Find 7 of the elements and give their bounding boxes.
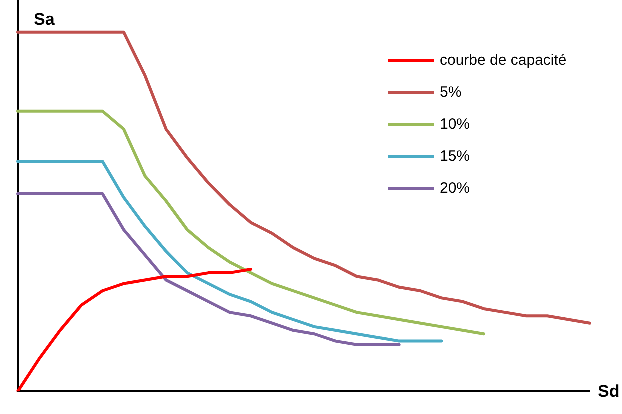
y-axis-title: Sa xyxy=(34,10,55,30)
x-axis-title: Sd xyxy=(598,382,620,402)
legend-label: 15% xyxy=(440,148,470,164)
legend-label: 5% xyxy=(440,84,462,100)
legend-label: 10% xyxy=(440,116,470,132)
legend-label: courbe de capacité xyxy=(440,52,567,68)
legend-label: 20% xyxy=(440,180,470,196)
